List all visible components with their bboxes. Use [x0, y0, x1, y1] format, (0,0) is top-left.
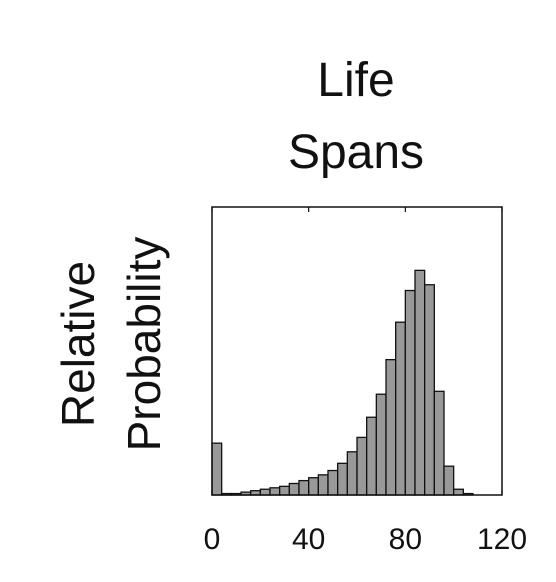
x-tick-label-120: 120	[477, 523, 527, 556]
y-axis-label-line-2: Probability	[118, 237, 170, 452]
plot-area-frame	[211, 206, 503, 496]
x-axis-ticks: 0 40 80 120	[204, 207, 527, 556]
chart-title: Life Spans	[288, 54, 424, 179]
chart-title-line-1: Life	[317, 54, 394, 107]
bar-bin-64	[366, 416, 377, 496]
bar-bin-52	[337, 462, 348, 496]
bar-bin-92	[433, 390, 445, 496]
bar-bin-56	[346, 451, 358, 496]
bar-bin-48	[327, 469, 339, 496]
bar-bin-96	[443, 465, 455, 496]
bar-bin-68	[375, 393, 387, 496]
x-tick-label-40: 40	[292, 523, 325, 556]
bar-bin-0	[211, 442, 223, 496]
bar-bin-84	[414, 269, 426, 496]
x-tick-label-0: 0	[204, 523, 221, 556]
bar-bin-32	[288, 482, 300, 496]
chart-title-line-2: Spans	[288, 126, 424, 179]
bar-bin-44	[317, 474, 329, 496]
y-axis-label: Relative Probability	[52, 237, 170, 452]
bars-group	[211, 269, 474, 496]
bar-bin-72	[385, 358, 397, 496]
bar-bin-80	[404, 289, 416, 496]
bar-bin-20	[259, 488, 271, 496]
y-axis-label-line-1: Relative	[52, 261, 104, 427]
bar-bin-76	[395, 321, 406, 496]
bar-bin-36	[298, 479, 310, 496]
x-tick-label-80: 80	[389, 523, 422, 556]
bar-bin-100	[453, 488, 464, 496]
bar-bin-40	[308, 477, 319, 496]
bar-bin-60	[356, 436, 368, 496]
bar-bin-28	[279, 485, 290, 496]
bar-bin-88	[424, 284, 435, 496]
bar-bin-24	[269, 487, 281, 496]
